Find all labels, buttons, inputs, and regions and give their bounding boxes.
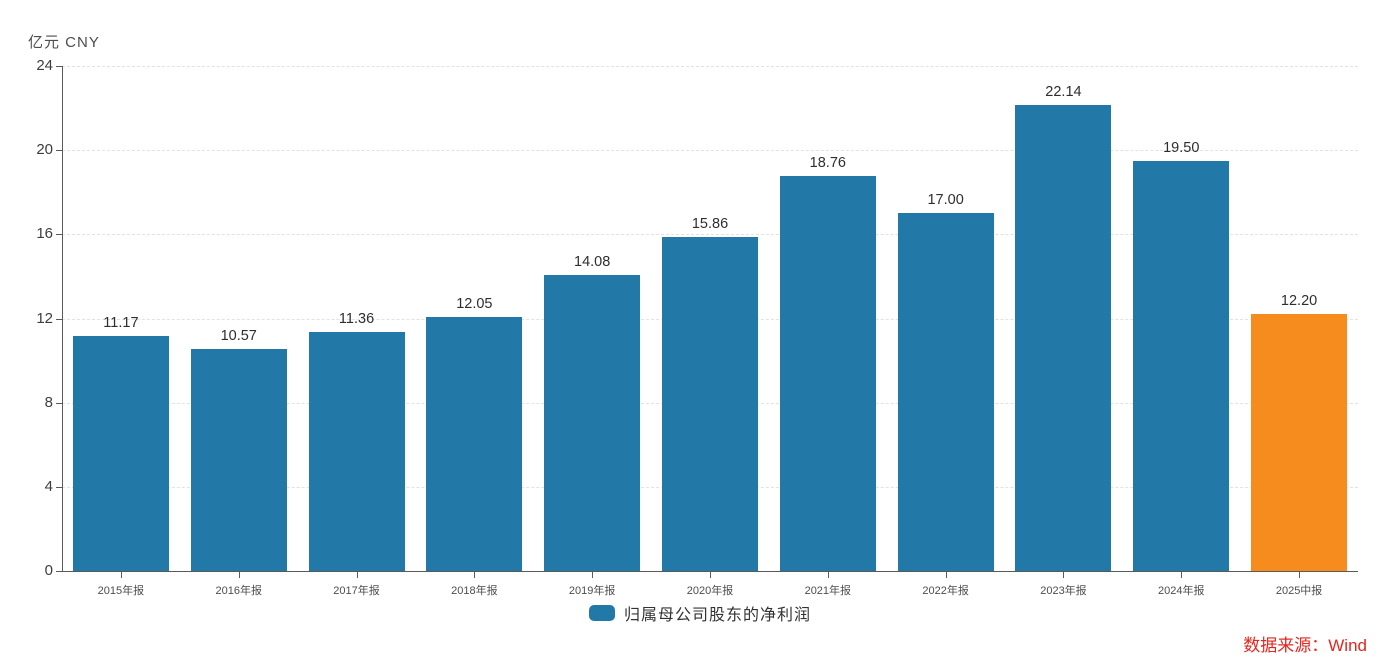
bar-value-label: 10.57 (220, 327, 257, 344)
bar (1015, 105, 1112, 571)
y-axis-tick (56, 571, 62, 572)
x-axis-tick (356, 572, 358, 578)
data-source-label: 数据来源：Wind (1243, 636, 1367, 655)
x-axis-tick-label: 2016年报 (215, 585, 262, 597)
x-axis-tick (1181, 572, 1183, 578)
bar (779, 176, 876, 571)
bar-value-label: 12.20 (1280, 293, 1318, 310)
x-axis-tick-label: 2015年报 (97, 585, 145, 597)
x-axis-tick-label: 2018年报 (451, 585, 498, 597)
x-axis-tick-label: 2019年报 (568, 585, 616, 597)
bar (72, 335, 169, 571)
y-axis-tick-label: 4 (44, 477, 53, 495)
y-axis-tick (56, 150, 62, 152)
bar-value-label: 22.14 (1045, 84, 1082, 101)
y-axis-tick (56, 486, 62, 488)
y-axis-tick (56, 318, 62, 320)
x-axis-tick (474, 572, 476, 578)
x-axis-line (62, 571, 1358, 572)
y-axis-tick (56, 234, 62, 236)
x-axis-tick-label: 2025中报 (1275, 585, 1323, 597)
x-axis-tick (120, 572, 122, 578)
y-axis-tick-label: 8 (44, 393, 53, 411)
bar (544, 274, 641, 571)
y-axis-tick-label: 24 (36, 57, 53, 74)
bar-value-label: 18.76 (809, 155, 846, 172)
x-axis-tick (238, 572, 240, 578)
bar (190, 348, 287, 571)
bar-value-label: 12.05 (456, 296, 493, 313)
bar (426, 317, 523, 571)
bar (1133, 160, 1230, 571)
y-axis-line (62, 66, 63, 571)
legend: 归属母公司股东的净利润 (0, 601, 1400, 625)
bar (308, 331, 405, 571)
bar (897, 213, 994, 571)
y-axis-tick-label: 12 (36, 309, 53, 327)
bar-value-label: 15.86 (691, 216, 729, 233)
bar-value-label: 14.08 (574, 253, 611, 270)
y-axis-tick (56, 402, 62, 404)
x-axis-tick (827, 572, 829, 578)
bar (1251, 314, 1348, 571)
y-axis-tick-label: 0 (44, 562, 53, 579)
y-axis-tick-label: 20 (36, 141, 53, 159)
x-axis-tick (945, 572, 947, 578)
gridline (62, 66, 1358, 67)
x-axis-tick-label: 2022年报 (922, 585, 969, 597)
y-axis-tick-label: 16 (36, 225, 53, 243)
x-axis-tick-label: 2023年报 (1040, 585, 1087, 597)
x-axis-tick (710, 572, 711, 578)
legend-swatch-icon (588, 605, 615, 621)
gridline (62, 234, 1358, 236)
bar-value-label: 11.36 (338, 310, 375, 327)
y-axis-unit-label: 亿元 CNY (28, 34, 100, 51)
x-axis-tick (1299, 572, 1301, 578)
bar (662, 237, 758, 571)
gridline (62, 150, 1358, 152)
x-axis-tick-label: 2017年报 (333, 585, 380, 597)
x-axis-tick (592, 572, 594, 578)
x-axis-tick-label: 2021年报 (804, 585, 852, 597)
bar-value-label: 17.00 (927, 192, 964, 209)
x-axis-tick-label: 2020年报 (686, 585, 734, 597)
legend-label: 归属母公司股东的净利润 (623, 607, 811, 624)
x-axis-tick (1063, 572, 1065, 578)
y-axis-tick (56, 66, 62, 67)
bar-value-label: 19.50 (1163, 139, 1200, 156)
bar-value-label: 11.17 (103, 314, 139, 331)
x-axis-tick-label: 2024年报 (1158, 585, 1205, 597)
